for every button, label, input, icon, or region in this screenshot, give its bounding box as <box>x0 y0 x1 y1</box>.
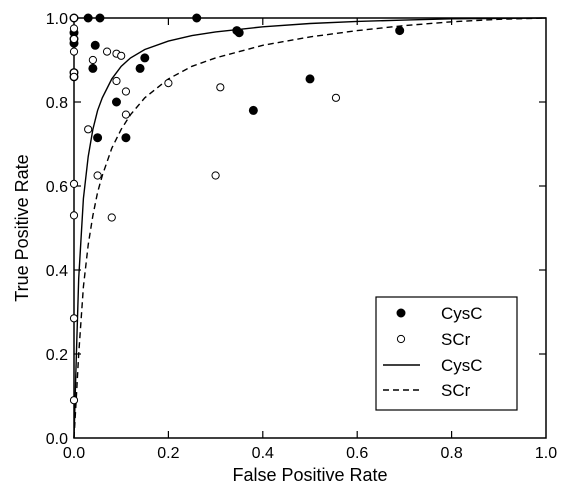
y-tick-label: 0.6 <box>46 179 68 196</box>
curve-layer <box>73 17 547 439</box>
scr-point <box>331 93 341 102</box>
y-tick-label: 0.8 <box>46 95 68 112</box>
scr-point <box>69 34 79 44</box>
scr-point <box>164 79 173 88</box>
scr-point <box>69 396 79 405</box>
cysc-point <box>88 63 98 73</box>
scr-point <box>69 314 79 323</box>
cysc-point <box>90 40 100 50</box>
cysc-point <box>95 13 105 23</box>
point-layer <box>69 13 405 405</box>
legend: CysC SCr CysC SCr <box>375 296 518 411</box>
scr-point <box>102 47 112 56</box>
x-tick-label: 1.0 <box>535 445 557 462</box>
legend-label: SCr <box>441 330 471 349</box>
scr-point <box>69 179 79 188</box>
cysc-point <box>83 13 93 23</box>
scr-point <box>112 76 121 86</box>
legend-items: CysC SCr CysC SCr <box>383 304 483 400</box>
cysc-point <box>135 63 145 73</box>
scr-point <box>88 55 97 65</box>
scr-point <box>107 213 116 222</box>
scr-point <box>216 83 225 92</box>
scr-point <box>69 72 79 81</box>
scr-point <box>211 171 220 180</box>
cysc-point <box>305 74 315 84</box>
scr-point <box>121 110 131 119</box>
cysc-point <box>395 26 405 36</box>
scr-point <box>93 171 102 180</box>
x-tick-label: 0.4 <box>252 445 274 462</box>
scr-point <box>84 125 93 134</box>
cysc-point <box>111 97 121 107</box>
roc-curve-solid <box>73 17 547 439</box>
cysc-point <box>192 13 202 23</box>
scr-point <box>117 51 126 60</box>
y-tick-label: 0.2 <box>46 347 68 364</box>
x-tick-label: 0.8 <box>440 445 462 462</box>
plot-frame <box>73 17 547 439</box>
cysc-point <box>140 53 150 63</box>
legend-open-circle-symbol <box>396 334 406 344</box>
y-axis-label: True Positive Rate <box>12 154 32 301</box>
scr-point <box>69 47 79 56</box>
x-tick-label: 0.2 <box>157 445 179 462</box>
y-tick-label: 0.0 <box>46 431 68 448</box>
scr-point <box>69 211 79 220</box>
legend-label: CysC <box>441 304 483 323</box>
scr-point <box>121 87 131 96</box>
x-tick-label: 0.6 <box>346 445 368 462</box>
cysc-point <box>234 28 244 38</box>
roc-curve-dashed <box>73 17 547 439</box>
scr-point <box>69 24 79 33</box>
y-tick-label: 0.4 <box>46 263 68 280</box>
scr-point <box>69 13 79 23</box>
cysc-point <box>121 133 131 143</box>
legend-label: CysC <box>441 356 483 375</box>
axis-ticks: 0.0 0.2 0.4 0.6 0.8 1.0 0.0 0.2 0.4 0.6 0.8 1.0 <box>46 11 557 462</box>
cysc-point <box>93 133 103 143</box>
y-tick-label: 1.0 <box>46 11 68 28</box>
cysc-point <box>248 105 258 115</box>
legend-label: SCr <box>441 381 471 400</box>
legend-filled-circle-symbol <box>396 308 406 318</box>
x-tick-label: 0.0 <box>63 445 85 462</box>
x-axis-label: False Positive Rate <box>232 465 387 485</box>
